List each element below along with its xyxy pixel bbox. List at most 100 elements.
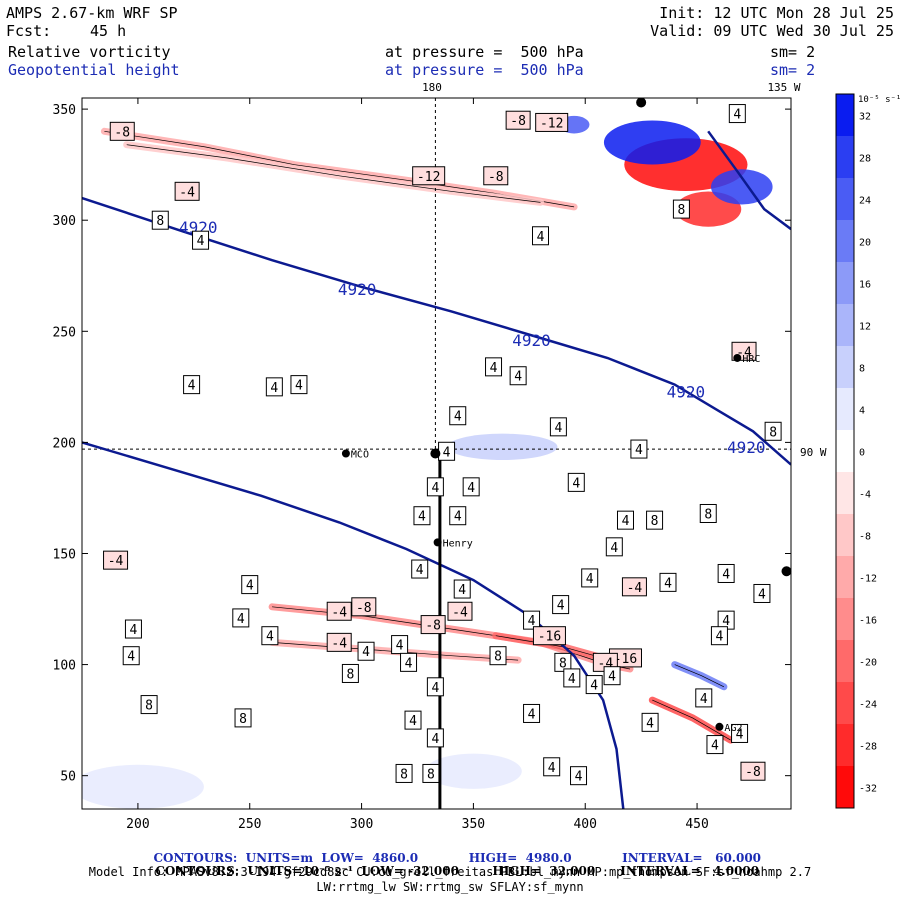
footer-vorticity-info: CONTOURS: UNITS=10⁻⁵ s⁻¹ LOW= -32.000 HI… [155,864,760,878]
vorticity-label-text: 4 [270,381,278,396]
vorticity-label-text: 4 [409,714,417,729]
vorticity-label-box [462,477,480,497]
vorticity-label-box [192,230,210,250]
vorticity-label-76: 4 [570,766,588,786]
smoothing-2: sm= 2 [770,61,816,79]
vorticity-label-text: 4 [557,599,565,614]
vorticity-label-text: 8 [346,667,354,682]
vorticity-label-box [449,406,467,426]
vorticity-label-text: -8 [114,125,130,140]
vorticity-label-29: 8 [699,503,717,523]
station-marker-4 [715,722,724,731]
vorticity-label-box [543,757,561,777]
vorticity-label-14: 4 [290,375,308,395]
vorticity-label-24: 4 [567,472,585,492]
x-tick-label: 350 [462,817,485,832]
vorticity-label-57: 4 [122,646,140,666]
vorticity-label-text: 4 [130,623,138,638]
vorticity-label-box [485,357,503,377]
vorticity-label-63: 8 [341,663,359,683]
vorticity-label-box [731,723,749,743]
vorticity-label-box [706,735,724,755]
vorticity-label-box [351,597,377,617]
vorticity-label-text: -4 [331,605,347,620]
colorbar-label: -20 [859,658,877,669]
vorticity-label-text: 4 [528,707,536,722]
vorticity-label-text: 4 [568,672,576,687]
vorticity-label-text: 4 [362,645,370,660]
vorticity-label-text: 4 [548,761,556,776]
vorticity-label-box [740,761,766,781]
station-label-ag2: AG2 [724,723,742,734]
vorticity-label-text: -4 [179,185,195,200]
vorticity-label-text: 4 [590,679,598,694]
vorticity-label-box [489,646,507,666]
height-contour-label-2: 4920 [512,331,551,350]
vorticity-label-text: 4 [711,739,719,754]
vorticity-label-box [151,210,169,230]
vorticity-label-68: 4 [523,703,541,723]
vorticity-label-62: 4 [603,666,621,686]
vorticity-label-text: 4 [431,681,439,696]
colorbar-swatch-5 [836,304,854,347]
vorticity-label-text: -8 [510,114,526,129]
lon-135w-label: 135 W [767,81,800,94]
forecast-label: Fcst: [6,22,52,40]
vorticity-label-78: 8 [422,763,440,783]
vorticity-label-35: 4 [659,572,677,592]
vorticity-label-box [483,166,509,186]
vorticity-label-31: 4 [605,537,623,557]
vorticity-label-text: 4 [295,379,303,394]
vorticity-label-45: -8 [420,615,446,635]
vorticity-label-box [122,646,140,666]
colorbar-swatch-16 [836,766,854,809]
vorticity-label-box [570,766,588,786]
vorticity-label-box [453,579,471,599]
vorticity-label-box [341,663,359,683]
vorticity-label-box [523,703,541,723]
vorticity-label-74: 4 [706,735,724,755]
vorticity-label-text: 4 [722,614,730,629]
vorticity-label-box [717,563,735,583]
colorbar-label: 12 [859,322,871,333]
footer-height-info: CONTOURS: UNITS=m LOW= 4860.0 [153,851,419,865]
vorticity-label-52: 4 [357,641,375,661]
vorticity-contour-6 [674,664,725,688]
colorbar-swatch-13 [836,640,854,683]
station-marker-3 [733,353,742,362]
vorticity-contour-1 [126,144,541,203]
x-tick-label: 300 [350,817,373,832]
vorticity-label-34: 4 [241,575,259,595]
vorticity-label-23: 4 [462,477,480,497]
vorticity-label-box [646,510,664,530]
vorticity-label-28: 8 [646,510,664,530]
vorticity-label-box [509,366,527,386]
vorticity-label-72: 4 [426,728,444,748]
vorticity-label-text: 8 [769,425,777,440]
vorticity-label-box [391,635,409,655]
colorbar-swatch-14 [836,682,854,725]
vorticity-label-box [183,375,201,395]
vorticity-label-71: 4 [641,712,659,732]
vorticity-label-box [326,632,352,652]
colorbar-label: 0 [859,448,865,459]
vorticity-label-58: 4 [400,652,418,672]
vorticity-label-27: 4 [616,510,634,530]
vorticity-label-box [728,104,746,124]
vorticity-label-text: 4 [572,476,580,491]
vorticity-label-21: 4 [438,441,456,461]
vorticity-label-text: 4 [722,567,730,582]
vorticity-label-text: 4 [716,630,724,645]
vorticity-label-box [265,377,283,397]
vorticity-label-box [505,110,531,130]
y-tick-label: 250 [53,325,76,340]
vorticity-label-12: 4 [183,375,201,395]
footer-physics-info: LW:rrtmg_lw SW:rrtmg_sw SFLAY:sf_mynn [316,880,584,894]
vorticity-label-53: 4 [391,635,409,655]
vorticity-label-box [659,572,677,592]
vorticity-label-box [290,375,308,395]
vorticity-label-42: -4 [447,601,473,621]
vorticity-label-text: 8 [494,650,502,665]
vorticity-label-text: -16 [538,630,561,645]
vorticity-label-text: 4 [575,770,583,785]
